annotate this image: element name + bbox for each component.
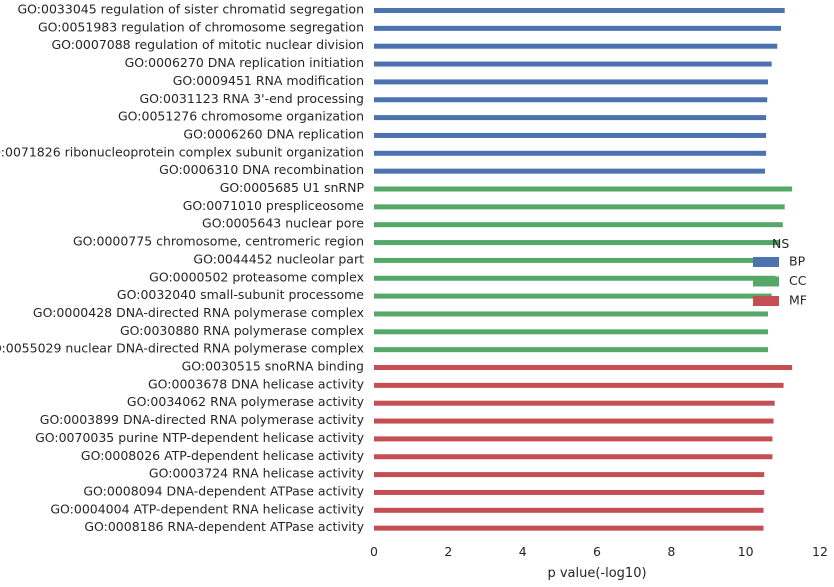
category-label: GO:0009451 RNA modification [173,73,364,88]
x-tick-label: 4 [519,544,527,559]
category-label: GO:0003724 RNA helicase activity [149,466,365,481]
legend: NS BP CC MF [753,236,807,308]
category-label: GO:0031123 RNA 3'-end processing [139,91,364,106]
bars-layer [374,8,793,531]
category-label: GO:0000502 proteasome complex [149,269,364,284]
bar-bp-1 [374,25,781,31]
legend-swatch-bp [753,257,779,267]
x-tick-label: 8 [667,544,675,559]
category-label: GO:0055029 nuclear DNA-directed RNA poly… [0,341,364,356]
category-label: GO:0004004 ATP-dependent RNA helicase ac… [50,501,364,516]
x-tick-label: 12 [812,544,828,559]
x-tick-label: 0 [370,544,378,559]
x-axis: 0 2 4 6 8 10 12 [370,544,828,559]
bar-cc-7 [374,311,768,317]
bar-mf-8 [374,507,764,513]
x-tick-label: 10 [738,544,754,559]
bar-mf-4 [374,436,773,442]
category-label: GO:0006260 DNA replication [183,126,364,141]
category-label: GO:0003899 DNA-directed RNA polymerase a… [40,412,365,427]
category-label: GO:0008094 DNA-dependent ATPase activity [83,483,364,498]
category-label: GO:0044452 nucleolar part [193,251,364,266]
category-label: GO:0000428 DNA-directed RNA polymerase c… [33,305,364,320]
bar-bp-7 [374,132,767,138]
category-label: GO:0006270 DNA replication initiation [125,55,364,70]
bar-bp-6 [374,115,767,121]
bar-bp-4 [374,79,768,85]
category-label: GO:0051983 regulation of chromosome segr… [38,19,364,34]
category-label: GO:0070035 purine NTP-dependent helicase… [35,430,365,445]
bar-mf-6 [374,472,765,478]
category-label: GO:0030880 RNA polymerase complex [120,323,364,338]
category-label: GO:0033045 regulation of sister chromati… [17,2,364,17]
bar-bp-2 [374,43,778,49]
category-label: GO:0071010 prespliceosome [183,198,365,213]
bar-bp-9 [374,168,765,174]
legend-label-cc: CC [789,273,807,288]
bar-cc-1 [374,204,785,210]
legend-title: NS [772,236,789,251]
legend-swatch-cc [753,276,779,287]
bar-mf-5 [374,454,773,460]
category-label: GO:0003678 DNA helicase activity [148,376,365,391]
bar-mf-3 [374,418,774,424]
bar-mf-7 [374,489,765,495]
x-tick-label: 6 [593,544,601,559]
category-label: GO:0008186 RNA-dependent ATPase activity [84,519,364,534]
category-label: GO:0005643 nuclear pore [202,216,364,231]
category-label: GO:0034062 RNA polymerase activity [127,394,365,409]
category-label: GO:0030515 snoRNA binding [182,359,364,374]
bar-bp-3 [374,61,772,67]
bar-cc-0 [374,186,793,192]
x-tick-label: 2 [444,544,452,559]
bar-bp-5 [374,97,768,103]
bar-cc-2 [374,222,783,228]
category-label: GO:0005685 U1 snRNP [220,180,365,195]
category-label: GO:0006310 DNA recombination [159,162,364,177]
category-label: GO:0007088 regulation of mitotic nuclear… [51,37,364,52]
legend-swatch-mf [753,296,779,306]
bar-cc-9 [374,347,768,353]
category-labels-layer: GO:0033045 regulation of sister chromati… [0,2,365,535]
bar-cc-5 [374,275,776,281]
bar-mf-9 [374,525,764,531]
category-label: GO:0000775 chromosome, centromeric regio… [73,234,364,249]
bar-bp-0 [374,8,785,13]
legend-label-mf: MF [789,293,807,308]
bar-mf-2 [374,400,775,406]
x-axis-title: p value(-log10) [547,566,646,581]
bar-cc-3 [374,240,780,246]
bar-mf-0 [374,365,793,370]
category-label: GO:0032040 small-subunit processome [117,287,364,302]
legend-label-bp: BP [789,254,806,269]
category-label: GO:0051276 chromosome organization [118,109,364,124]
category-label: GO:0008026 ATP-dependent helicase activi… [81,448,365,463]
bar-bp-8 [374,150,767,156]
bar-cc-8 [374,329,768,335]
bar-cc-6 [374,293,772,299]
bar-cc-4 [374,257,778,263]
category-label: GO:0071826 ribonucleoprotein complex sub… [0,144,364,159]
bar-mf-1 [374,382,784,388]
